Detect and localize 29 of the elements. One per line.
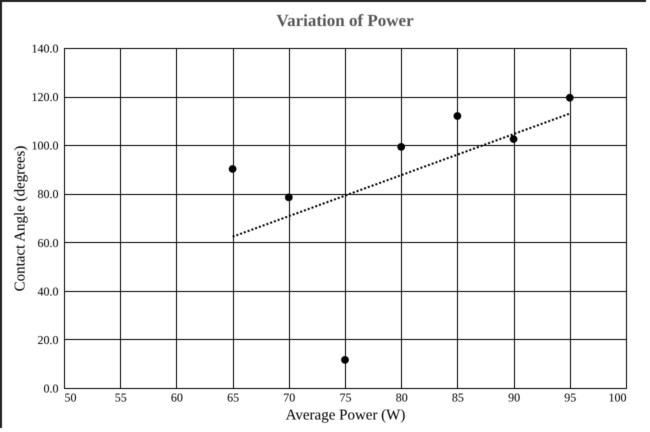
chart-title: Variation of Power [276,11,414,30]
point [510,135,518,143]
x-tick-label: 50 [64,390,76,404]
x-tick-label: 80 [396,390,408,404]
x-tick-label: 85 [452,390,464,404]
point [397,142,406,151]
y-tick-label: 20.0 [38,332,58,347]
x-tick-label: 65 [227,390,240,404]
y-tick-label: 60.0 [38,236,58,250]
x-tick-label: 75 [340,390,352,404]
x-axis-title: Average Power (W) [286,408,406,424]
x-tick-label: 70 [283,390,296,404]
x-tick-label: 100 [608,390,626,404]
y-tick-label: 100.0 [32,138,58,153]
x-tick-label: 60 [170,390,183,404]
x-tick-label: 95 [564,390,576,404]
y-tick-label: 80.0 [38,187,58,202]
point [341,356,349,364]
point [454,112,462,120]
point [228,165,236,173]
y-tick-label: 0.0 [44,382,58,396]
y-tick-label: 120.0 [32,90,58,104]
y-tick-label: 140.0 [32,42,58,56]
x-tick-label: 90 [508,390,520,404]
point [284,193,293,202]
y-axis-title: Contact Angle (degrees) [12,146,28,292]
x-tick-label: 55 [114,390,127,404]
point [566,94,574,102]
y-tick-label: 40.0 [38,284,58,298]
